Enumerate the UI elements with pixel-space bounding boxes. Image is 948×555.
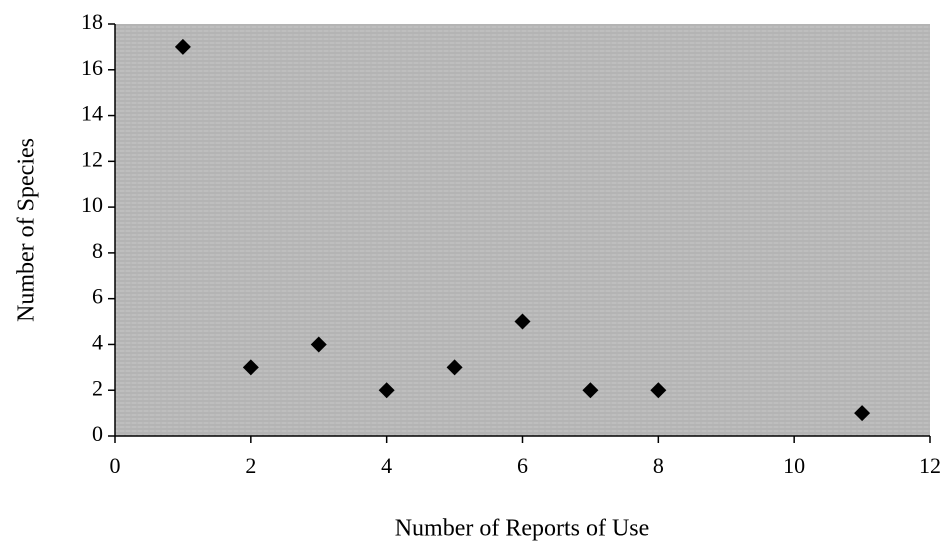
x-tick-label: 12 <box>919 453 941 478</box>
y-tick-label: 2 <box>92 375 103 400</box>
x-tick-label: 10 <box>783 453 805 478</box>
y-tick-label: 6 <box>92 284 103 309</box>
x-axis-title: Number of Reports of Use <box>395 516 650 542</box>
point <box>310 336 327 353</box>
y-tick-label: 12 <box>81 146 103 171</box>
x-tick-label: 4 <box>381 453 392 478</box>
point <box>446 359 463 376</box>
y-tick-label: 8 <box>92 238 103 263</box>
x-tick-label: 2 <box>245 453 256 478</box>
x-tick-label: 8 <box>653 453 664 478</box>
point <box>582 382 599 399</box>
plot-texture <box>115 24 930 436</box>
point <box>242 359 259 376</box>
y-tick-label: 10 <box>81 192 103 217</box>
point <box>174 38 191 55</box>
y-tick-label: 16 <box>81 55 103 80</box>
point <box>854 405 871 422</box>
y-tick-label: 18 <box>81 9 103 34</box>
x-tick-label: 6 <box>517 453 528 478</box>
x-tick-label: 0 <box>110 453 121 478</box>
point <box>650 382 667 399</box>
y-tick-label: 14 <box>81 101 103 126</box>
point <box>514 313 531 330</box>
y-tick-label: 4 <box>92 329 103 354</box>
y-tick-label: 0 <box>92 421 103 446</box>
y-axis-title: Number of Species <box>14 138 40 322</box>
point <box>378 382 395 399</box>
